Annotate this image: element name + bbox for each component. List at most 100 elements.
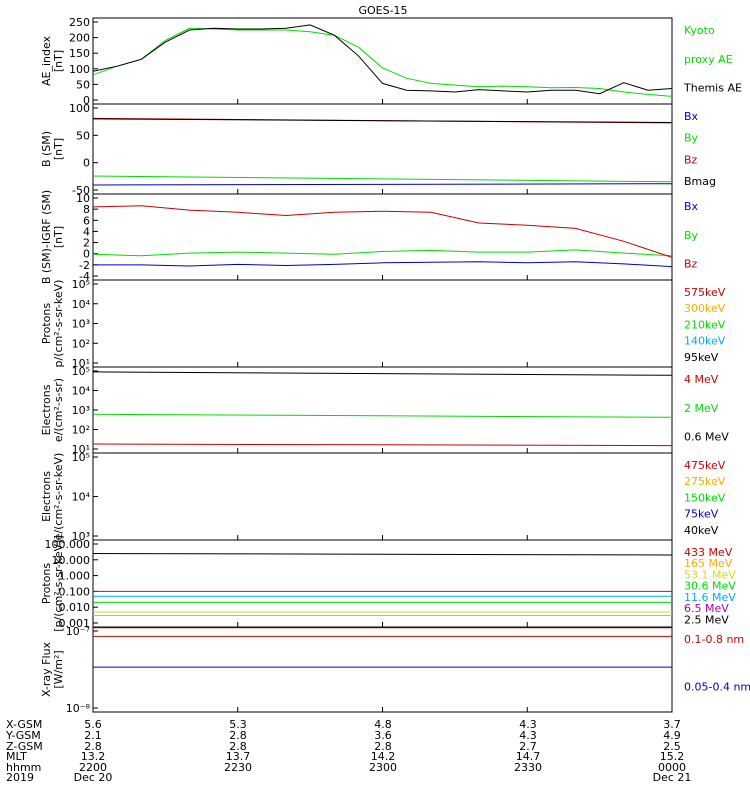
legend-label: 95keV [684,351,719,364]
legend-label: Bz [684,258,698,271]
y-tick-label: 10 [76,192,90,205]
y-tick-label: 10² [72,424,90,437]
legend-label: Kyoto [684,24,715,37]
series-line-kyoto-proxy-ae [92,27,673,97]
legend-label: Bz [684,153,698,166]
y-tick-label: 0 [83,248,90,261]
y-tick-label: -4 [79,270,90,283]
footer-value: 5.6 [84,718,102,731]
legend-label: proxy AE [684,53,733,66]
y-axis-label: Protons[p/(cm²-s-sr-keV)] [40,535,65,632]
footer-value: 2.8 [84,740,102,753]
footer-value: Dec 21 [653,771,692,784]
y-tick-label: 10¹ [72,443,90,456]
legend-label: By [684,229,699,242]
footer-value: 2.7 [519,740,537,753]
chart-title: GOES-15 [358,4,407,17]
legend-label: Bx [684,200,699,213]
y-tick-label: 0 [83,94,90,107]
footer-row-label: MLT [6,750,27,763]
panel-frame-2 [92,193,673,281]
legend-label: Bx [684,110,699,123]
footer-value: 4.3 [519,729,537,742]
y-tick-label: 4 [83,225,90,238]
y-tick-label: 0.010 [59,601,91,614]
y-tick-label: 150 [69,47,90,60]
y-tick-label: 8 [83,203,90,216]
legend-label: 275keV [684,475,726,488]
y-tick-label: 6 [83,214,90,227]
footer-value: 2330 [514,761,542,774]
series-line-bx [92,183,673,186]
footer-value: 13.7 [226,750,251,763]
y-tick-label: 0 [83,157,90,170]
legend-label: 6.5 MeV [684,602,729,615]
legend-label: 4 MeV [684,373,719,386]
legend-label: 2 MeV [684,402,719,415]
legend-label: 165 MeV [684,557,733,570]
series-line-0-6-mev [92,371,673,376]
y-tick-label: 0.001 [59,617,91,630]
panel-frame-3 [92,279,673,368]
y-axis-label: Electronse/(cm²-s-sr-keV) [40,453,65,541]
y-tick-label: 50 [76,78,90,91]
footer-value: 2.8 [229,729,247,742]
footer-value: 4.8 [374,718,392,731]
y-tick-label: 250 [69,16,90,29]
footer-row-label: 2019 [6,771,34,784]
legend-label: 0.6 MeV [684,431,729,444]
footer-value: 2200 [79,761,107,774]
legend-label: Themis AE [683,82,742,95]
series-line-bmag [92,118,673,123]
footer-value: 3.6 [374,729,392,742]
y-tick-label: 10⁻⁸ [66,702,91,715]
y-tick-label: 0.100 [59,585,91,598]
y-tick-label: 200 [69,32,90,45]
series-line-bx [93,261,673,268]
legend-label: Bmag [684,175,716,188]
footer-value: 5.3 [229,718,247,731]
y-axis-label: B (SM)[nT] [40,131,65,167]
footer-row-label: hhmm [6,761,41,774]
legend-label: 300keV [684,302,726,315]
y-tick-label: 10³ [72,530,90,543]
footer-value: 14.2 [371,750,396,763]
footer-value: 4.9 [663,729,681,742]
legend-label: 2.5 MeV [684,613,729,626]
y-axis-label: Protonsp/(cm²-s-sr-keV) [40,280,65,368]
legend-label: By [684,132,699,145]
legend-label: 433 MeV [684,546,733,559]
y-tick-label: 10² [72,337,90,350]
y-axis-label: Electronse/(cm²-s-sr) [40,378,65,442]
footer-value: 14.7 [516,750,541,763]
y-axis-label: B (SM)-IGRF (SM)[nT] [40,190,65,284]
footer-value: 4.3 [519,718,537,731]
y-tick-label: 100 [69,63,90,76]
legend-label: 40keV [684,524,719,537]
legend-label: 575keV [684,286,726,299]
legend-label: 75keV [684,508,719,521]
y-tick-label: 10.000 [52,554,91,567]
y-tick-label: 10⁵ [72,365,90,378]
y-tick-label: 10⁻⁷ [66,625,90,638]
series-line-2-5-mev [92,553,673,556]
footer-value: 2300 [369,761,397,774]
series-line-bz [92,205,673,258]
series-line-by [92,249,673,257]
panel-frame-7 [92,626,673,713]
footer-value: 0000 [658,761,686,774]
y-axis-label: X-ray Flux[W/m²] [40,641,65,697]
footer-value: 2.8 [374,740,392,753]
y-tick-label: 10⁵ [72,451,90,464]
legend-label: 210keV [684,318,726,331]
panel-frame-6 [92,539,673,628]
footer-value: 2.1 [84,729,102,742]
footer-row-label: X-GSM [6,718,42,731]
series-line-4-mev [92,443,673,447]
footer-row-label: Z-GSM [6,740,43,753]
footer-value: Dec 20 [74,771,113,784]
series-line-themis-ae [92,24,673,95]
footer-value: 13.2 [81,750,106,763]
y-tick-label: -50 [72,184,90,197]
